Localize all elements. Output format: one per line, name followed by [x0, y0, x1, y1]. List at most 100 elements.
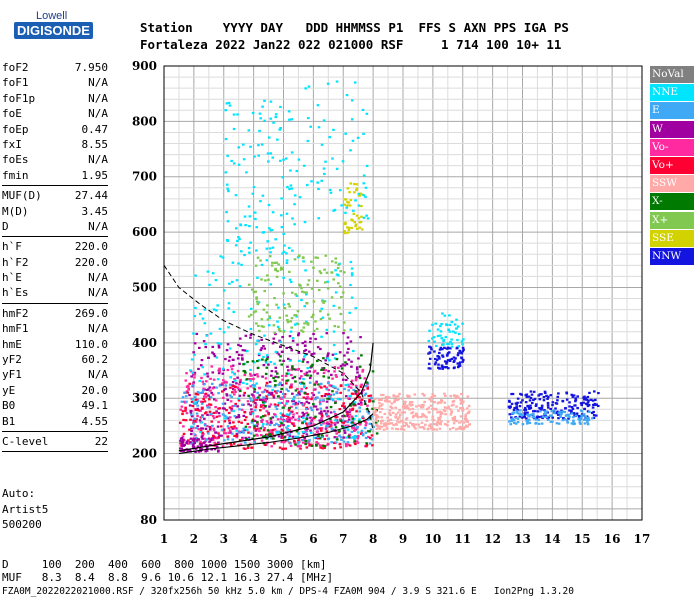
- echo-point: [208, 386, 212, 389]
- echo-point: [316, 279, 319, 282]
- echo-point: [240, 408, 244, 411]
- echo-point: [192, 443, 195, 446]
- echo-point: [259, 427, 263, 430]
- echo-point: [328, 397, 331, 401]
- echo-point: [295, 294, 299, 297]
- echo-point: [216, 378, 220, 381]
- echo-point: [261, 231, 265, 234]
- echo-point: [357, 392, 361, 395]
- echo-point: [222, 331, 226, 334]
- param-row: fxI 8.55: [2, 137, 108, 152]
- echo-point: [460, 352, 464, 355]
- echo-point: [196, 425, 199, 428]
- echo-point: [515, 410, 519, 413]
- echo-point: [308, 381, 312, 384]
- echo-point: [247, 403, 250, 406]
- echo-point: [253, 425, 256, 428]
- echo-point: [396, 395, 400, 398]
- echo-point: [232, 162, 236, 165]
- echo-point: [353, 81, 357, 84]
- echo-point: [292, 424, 296, 427]
- echo-point: [256, 359, 259, 363]
- echo-point: [213, 355, 217, 358]
- x-tick-label: 1: [160, 532, 168, 546]
- echo-point: [296, 310, 300, 313]
- echo-point: [274, 238, 277, 241]
- echo-point: [343, 387, 346, 391]
- echo-point: [443, 346, 446, 349]
- echo-point: [209, 403, 213, 406]
- echo-point: [282, 232, 286, 236]
- echo-point: [234, 227, 238, 230]
- echo-point: [193, 342, 197, 345]
- echo-point: [378, 398, 382, 401]
- echo-point: [252, 434, 256, 437]
- echo-point: [193, 371, 197, 374]
- echo-point: [387, 422, 390, 425]
- echo-point: [212, 352, 216, 356]
- echo-point: [382, 428, 386, 431]
- echo-point: [372, 400, 375, 403]
- echo-point: [534, 418, 538, 421]
- echo-point: [262, 325, 265, 328]
- echo-point: [285, 413, 289, 416]
- echo-point: [190, 413, 193, 416]
- echo-point: [458, 364, 462, 367]
- echo-point: [563, 410, 567, 414]
- echo-point: [532, 398, 535, 402]
- echo-point: [190, 410, 193, 413]
- echo-point: [285, 261, 289, 265]
- echo-point: [288, 278, 292, 281]
- echo-point: [287, 413, 291, 417]
- echo-point: [446, 359, 450, 362]
- echo-point: [358, 221, 362, 224]
- echo-point: [572, 421, 575, 424]
- echo-point: [281, 252, 284, 255]
- echo-point: [238, 362, 241, 365]
- echo-point: [257, 144, 260, 147]
- echo-point: [269, 374, 273, 377]
- echo-point: [342, 421, 345, 424]
- echo-point: [271, 261, 274, 264]
- echo-point: [509, 423, 513, 426]
- echo-point: [374, 407, 377, 410]
- echo-point: [362, 132, 365, 135]
- echo-point: [367, 394, 371, 398]
- echo-point: [181, 396, 185, 399]
- echo-point: [263, 426, 266, 430]
- echo-point: [455, 327, 458, 330]
- echo-point: [572, 419, 575, 422]
- echo-point: [286, 439, 290, 442]
- echo-point: [203, 308, 207, 311]
- echo-point: [323, 445, 327, 448]
- echo-point: [301, 256, 305, 259]
- param-label: fmin: [2, 168, 29, 182]
- echo-point: [353, 435, 357, 438]
- echo-point: [295, 393, 299, 397]
- echo-point: [408, 408, 411, 411]
- param-divider: [2, 185, 108, 187]
- echo-point: [334, 373, 338, 377]
- echo-point: [354, 377, 358, 380]
- echo-point: [289, 346, 292, 349]
- echo-point: [192, 384, 195, 387]
- echo-point: [233, 425, 236, 428]
- echo-point: [261, 435, 265, 438]
- echo-point: [329, 405, 333, 409]
- echo-point: [348, 413, 352, 416]
- echo-point: [276, 404, 280, 407]
- echo-point: [206, 270, 210, 273]
- echo-point: [194, 426, 198, 430]
- echo-point: [320, 416, 323, 420]
- param-group-4: hmF2 269.0 hmF1 N/A hmE 110.0 yF2 60.2 yF1 N/A yE 2…: [2, 306, 108, 429]
- echo-point: [279, 105, 282, 109]
- echo-point: [565, 413, 569, 417]
- echo-point: [236, 113, 239, 116]
- echo-point: [285, 388, 288, 391]
- echo-point: [261, 425, 265, 428]
- echo-point: [303, 372, 307, 375]
- echo-point: [286, 433, 290, 436]
- echo-point: [226, 343, 230, 346]
- x-tick-label: 12: [484, 532, 501, 546]
- echo-point: [182, 425, 185, 428]
